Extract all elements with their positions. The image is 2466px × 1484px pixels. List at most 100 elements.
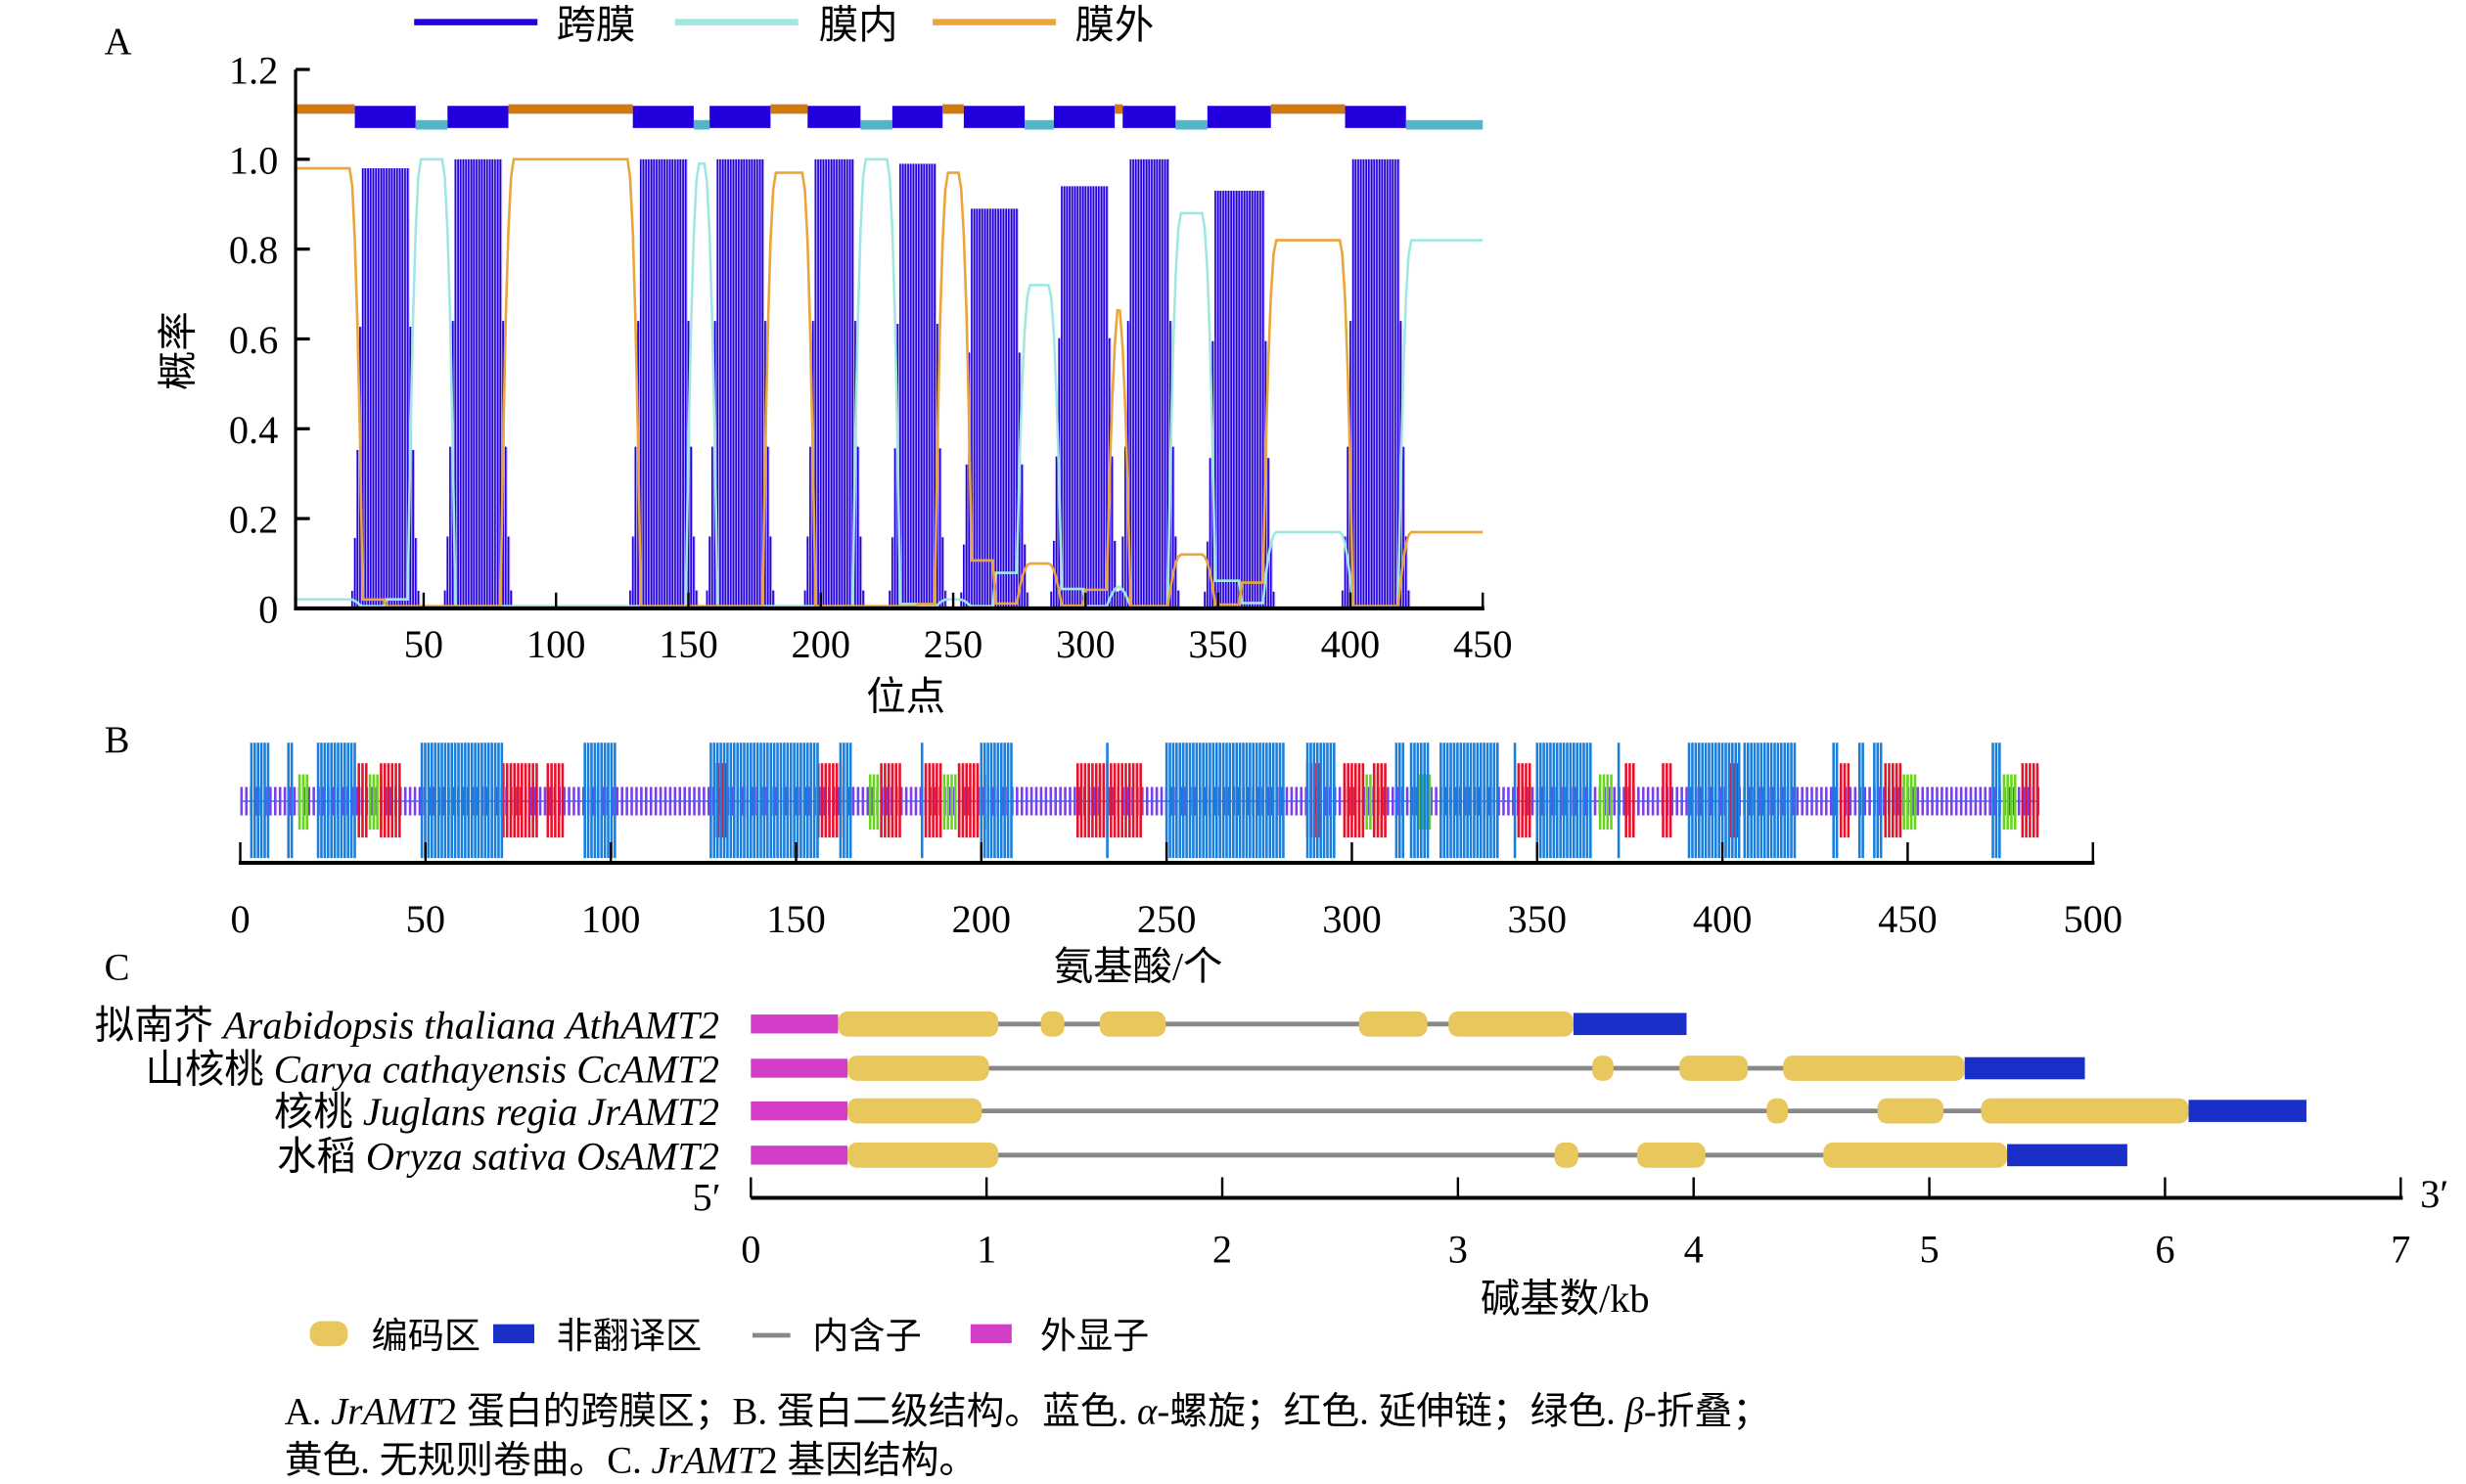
exon-5prime (751, 1146, 848, 1165)
transmembrane-bar (1159, 158, 1162, 608)
transmembrane-bar (468, 158, 470, 608)
helix-mark (722, 742, 726, 859)
topology-segment (354, 106, 416, 128)
transmembrane-bar-gap (472, 158, 474, 608)
helix-mark (1175, 742, 1178, 859)
coding-region (1636, 1142, 1706, 1168)
coding-region (1877, 1098, 1944, 1124)
transmembrane-bar-gap (925, 163, 927, 608)
helix-mark (789, 742, 793, 859)
helix-mark (349, 742, 353, 859)
transmembrane-bar-gap (718, 158, 720, 608)
transmembrane-bar-gap (445, 590, 447, 608)
helix-mark (453, 742, 457, 859)
transmembrane-bar-gap (1139, 158, 1141, 608)
helix-mark (263, 742, 266, 859)
helix-mark (1569, 742, 1573, 859)
helix-mark (1214, 742, 1218, 859)
transmembrane-bar-gap (694, 536, 696, 608)
helix-mark (1617, 742, 1621, 859)
transmembrane-bar (899, 163, 901, 608)
topology-segment (693, 119, 710, 130)
helix-mark (1442, 742, 1446, 859)
extended-mark (390, 763, 394, 838)
transmembrane-bar (1164, 158, 1166, 608)
caption-segment: -螺旋；红色. 延伸链；绿色. (1157, 1392, 1625, 1434)
transmembrane-bar (1132, 158, 1134, 608)
helix-mark (1329, 742, 1333, 859)
transmembrane-bar (999, 208, 1002, 608)
transmembrane-bar-gap (683, 158, 685, 608)
helix-mark (1769, 742, 1773, 859)
transmembrane-bar-gap (993, 208, 995, 608)
helix-mark (266, 742, 270, 859)
transmembrane-bar-gap (1210, 458, 1212, 608)
extended-mark (835, 763, 839, 838)
transmembrane-bar-gap (1221, 190, 1223, 608)
extended-mark (2021, 763, 2025, 838)
extended-mark (1372, 763, 1376, 838)
sheet-mark (301, 774, 305, 831)
helix-mark (1582, 742, 1585, 859)
helix-mark (1790, 742, 1793, 859)
transmembrane-bar (1354, 158, 1357, 608)
extended-mark (550, 763, 553, 838)
transmembrane-bar (1351, 158, 1354, 608)
transmembrane-bar (1407, 590, 1410, 608)
helix-mark (993, 742, 996, 859)
transmembrane-bar (1089, 186, 1092, 608)
extended-mark (1357, 763, 1361, 838)
transmembrane-bar-gap (657, 158, 659, 608)
extended-mark (1135, 763, 1139, 838)
extended-mark (1384, 763, 1387, 838)
transmembrane-bar-gap (1398, 158, 1400, 608)
transmembrane-bar (1216, 190, 1219, 608)
transmembrane-bar-gap (673, 158, 675, 608)
helix-mark (1572, 742, 1576, 859)
helix-mark (1483, 742, 1485, 859)
extended-mark (1380, 763, 1384, 838)
helix-mark (464, 742, 467, 859)
helix-mark (256, 742, 260, 859)
x-tick-label: 450 (1453, 622, 1513, 666)
extended-mark (387, 763, 390, 838)
x-tick-label: 5 (1919, 1228, 1939, 1272)
transmembrane-bar (1145, 158, 1148, 608)
transmembrane-bar (631, 536, 634, 608)
transmembrane-bar (973, 208, 976, 608)
transmembrane-bar-gap (1350, 321, 1352, 608)
transmembrane-bar-gap (1403, 446, 1405, 608)
helix-mark (450, 742, 454, 859)
extended-mark (1127, 763, 1131, 838)
transmembrane-bar-gap (840, 158, 842, 608)
extended-mark (2029, 763, 2032, 838)
transmembrane-bar (841, 158, 844, 608)
x-tick-label: 500 (2063, 897, 2123, 941)
transmembrane-bar (665, 158, 668, 608)
caption-segment: JrAMT (651, 1441, 759, 1483)
transmembrane-bar-gap (487, 158, 489, 608)
topology-segment (891, 106, 943, 128)
helix-mark (755, 742, 759, 859)
helix-mark (1566, 742, 1569, 859)
transmembrane-bar-gap (731, 158, 733, 608)
extended-mark (824, 763, 828, 838)
extended-mark (1521, 763, 1524, 838)
transmembrane-bar-gap (1060, 337, 1062, 608)
transmembrane-bar (401, 168, 404, 608)
helix-mark (1711, 742, 1714, 859)
transmembrane-bar (1134, 158, 1137, 608)
helix-mark (1743, 742, 1747, 859)
helix-mark (793, 742, 796, 859)
transmembrane-bar-gap (1028, 592, 1029, 608)
helix-mark (1762, 742, 1766, 859)
transmembrane-bar (941, 537, 944, 608)
transmembrane-bar (393, 168, 396, 608)
transmembrane-bar-gap (485, 158, 486, 608)
extended-mark (1843, 763, 1847, 838)
x-tick-label: 6 (2155, 1228, 2174, 1272)
transmembrane-bar (931, 163, 934, 608)
y-tick-label: 0.2 (229, 498, 278, 542)
transmembrane-bar (1259, 190, 1261, 608)
transmembrane-bar (983, 208, 986, 608)
